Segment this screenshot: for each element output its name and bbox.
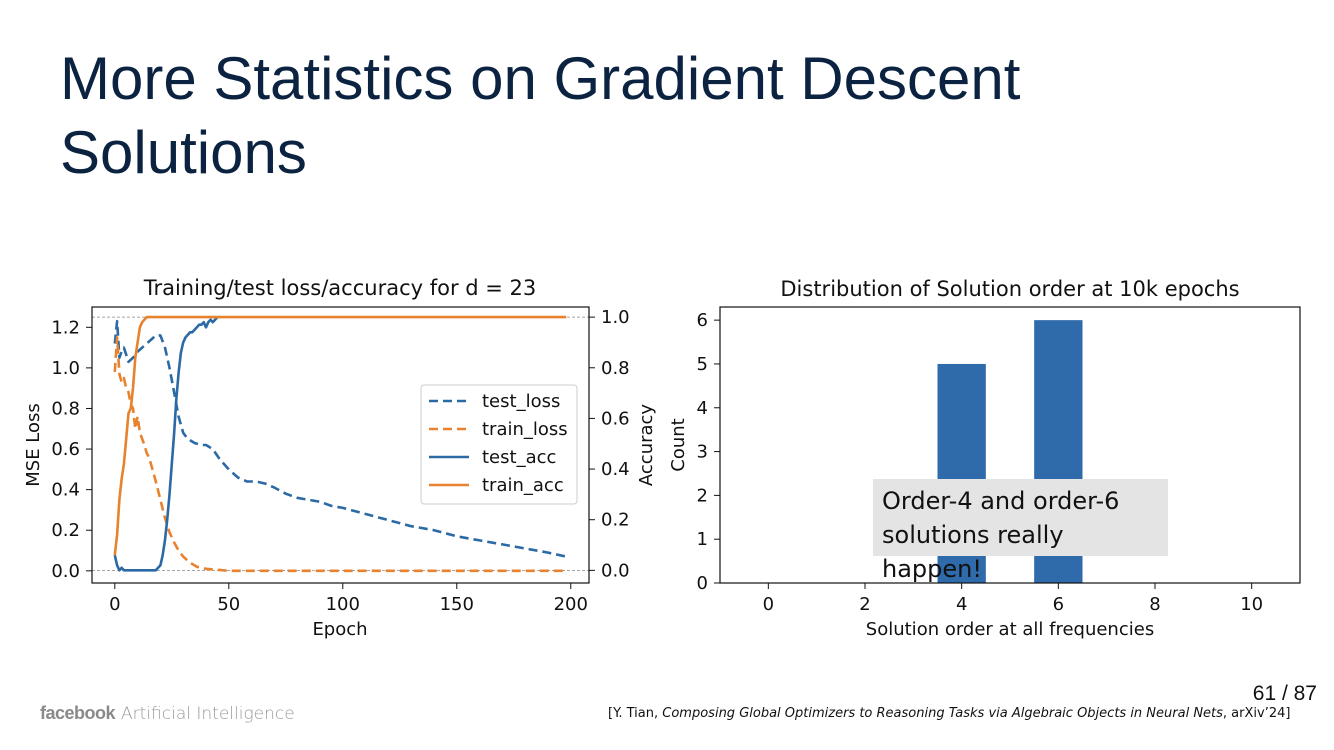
chart2-ytick-label: 0 xyxy=(697,573,708,594)
chart1-xlabel: Epoch xyxy=(312,619,367,640)
slide-title: More Statistics on Gradient Descent Solu… xyxy=(60,45,1021,186)
citation-prefix: [Y. Tian, xyxy=(608,706,663,721)
chart2-ytick-label: 3 xyxy=(697,442,708,463)
legend-box xyxy=(420,384,578,505)
chart2-xtick-label: 2 xyxy=(859,594,870,615)
chart1-ytick-label: 1.0 xyxy=(51,358,80,379)
citation-suffix: , arXiv’24] xyxy=(1222,706,1291,721)
chart2-frame xyxy=(719,306,1301,584)
chart2-ylabel: Count xyxy=(668,418,689,471)
chart2-title: Distribution of Solution order at 10k ep… xyxy=(780,277,1239,301)
footer-logo: facebook Artificial Intelligence xyxy=(40,703,295,724)
legend-label-train_loss: train_loss xyxy=(482,419,568,440)
chart1-ytick-label: 0.4 xyxy=(51,480,80,501)
chart1-ytick-right-label: 0.0 xyxy=(601,560,630,581)
citation: [Y. Tian, Composing Global Optimizers to… xyxy=(608,706,1290,721)
annotation-line-1: Order-4 and order-6 xyxy=(882,487,1120,515)
facebook-logo: facebook xyxy=(40,703,116,723)
chart1-ylabel: MSE Loss xyxy=(23,403,44,487)
page-number: 61 / 87 xyxy=(1252,682,1317,705)
chart2-xtick-label: 6 xyxy=(1053,594,1064,615)
legend-label-test_acc: test_acc xyxy=(482,447,556,468)
chart2-ytick-label: 5 xyxy=(697,354,708,375)
chart1-xtick-label: 150 xyxy=(440,594,474,615)
annotation-line-2: solutions really happen! xyxy=(882,521,1064,583)
chart1-ylabel-right: Accuracy xyxy=(636,404,657,487)
series-line-train_acc xyxy=(113,315,567,556)
chart1-xtick-label: 50 xyxy=(217,594,240,615)
chart1-ytick-label: 1.2 xyxy=(51,317,80,338)
chart1-ytick-right-label: 0.4 xyxy=(601,459,630,480)
chart2-xtick-label: 4 xyxy=(956,594,967,615)
footer-subtitle: Artificial Intelligence xyxy=(121,704,295,724)
chart1-xtick-label: 200 xyxy=(554,594,588,615)
series-line-train_loss xyxy=(113,336,567,573)
chart1-title: Training/test loss/accuracy for d = 23 xyxy=(143,276,537,300)
chart2-ytick-label: 1 xyxy=(697,529,708,550)
loss-accuracy-chart: Training/test loss/accuracy for d = 23 E… xyxy=(23,276,657,640)
chart1-xtick-label: 0 xyxy=(109,594,120,615)
chart2-ytick-label: 2 xyxy=(697,485,708,506)
chart1-ytick-label: 0.6 xyxy=(51,439,80,460)
series-line-test_acc xyxy=(113,316,219,572)
chart1-ytick-right-label: 0.6 xyxy=(601,408,630,429)
chart1-ytick-label: 0.8 xyxy=(51,398,80,419)
legend-label-train_acc: train_acc xyxy=(482,475,564,496)
legend-label-test_loss: test_loss xyxy=(482,391,560,412)
chart2-xtick-label: 0 xyxy=(763,594,774,615)
chart1-legend: test_loss train_loss test_acc train_acc xyxy=(420,384,578,505)
chart1-ytick-right-label: 0.2 xyxy=(601,510,630,531)
chart1-ytick-label: 0.2 xyxy=(51,520,80,541)
annotation-box: Order-4 and order-6 solutions really hap… xyxy=(873,479,1168,583)
series-line-test_loss xyxy=(113,319,567,558)
chart2-ytick-label: 6 xyxy=(697,310,708,331)
chart2-xtick-label: 10 xyxy=(1240,594,1263,615)
citation-title: Composing Global Optimizers to Reasoning… xyxy=(662,706,1223,721)
chart1-ytick-right-label: 1.0 xyxy=(601,307,630,328)
chart1-xtick-label: 100 xyxy=(326,594,360,615)
chart1-ytick-right-label: 0.8 xyxy=(601,358,630,379)
chart1-frame xyxy=(91,306,590,584)
chart2-xtick-label: 8 xyxy=(1149,594,1160,615)
chart2-ytick-label: 4 xyxy=(697,398,708,419)
chart2-xlabel: Solution order at all frequencies xyxy=(866,619,1154,640)
chart1-ytick-label: 0.0 xyxy=(51,561,80,582)
